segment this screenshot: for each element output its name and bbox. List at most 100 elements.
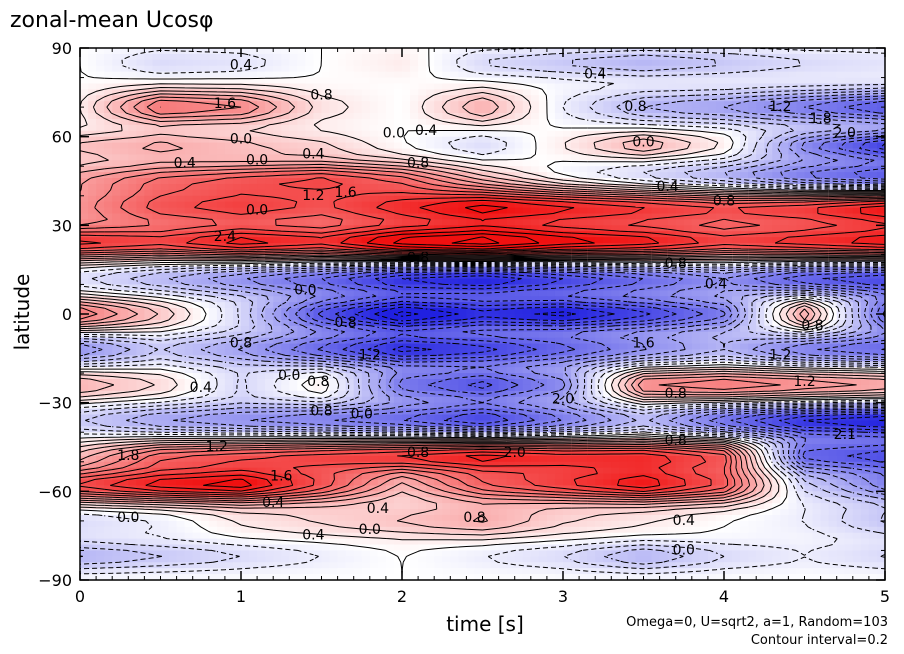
- field-cell: [458, 107, 467, 114]
- field-cell: [353, 118, 363, 126]
- field-cell: [136, 189, 145, 197]
- field-cell: [192, 89, 202, 96]
- field-cell: [88, 272, 97, 280]
- field-cell: [426, 237, 435, 244]
- field-cell: [498, 296, 508, 303]
- field-cell: [216, 319, 226, 327]
- field-cell: [740, 201, 749, 209]
- field-cell: [216, 83, 226, 90]
- field-cell: [611, 130, 620, 138]
- field-cell: [216, 89, 226, 96]
- field-cell: [860, 278, 870, 286]
- field-cell: [627, 248, 637, 256]
- field-cell: [772, 178, 781, 185]
- field-cell: [546, 71, 556, 79]
- field-cell: [289, 53, 298, 61]
- field-cell: [522, 178, 532, 185]
- field-cell: [611, 290, 620, 297]
- field-cell: [128, 272, 137, 280]
- field-cell: [224, 178, 234, 185]
- field-cell: [611, 107, 620, 114]
- field-cell: [80, 172, 89, 179]
- field-cell: [144, 243, 154, 250]
- field-cell: [699, 278, 709, 286]
- field-cell: [232, 319, 242, 327]
- field-cell: [200, 172, 210, 179]
- field-cell: [876, 118, 885, 126]
- field-cell: [643, 160, 653, 167]
- field-cell: [305, 325, 315, 333]
- field-cell: [699, 113, 709, 120]
- field-cell: [305, 118, 315, 126]
- field-cell: [619, 308, 628, 315]
- field-cell: [780, 219, 789, 226]
- field-cell: [168, 113, 178, 120]
- field-cell: [563, 101, 572, 108]
- field-cell: [321, 107, 331, 114]
- field-cell: [249, 71, 258, 79]
- field-cell: [675, 337, 685, 345]
- field-cell: [410, 243, 419, 250]
- field-cell: [659, 278, 669, 286]
- field-cell: [458, 189, 467, 197]
- field-cell: [651, 237, 661, 244]
- field-cell: [546, 201, 556, 209]
- field-cell: [683, 77, 693, 85]
- field-cell: [200, 207, 210, 215]
- field-cell: [804, 219, 814, 226]
- field-cell: [208, 172, 218, 179]
- field-cell: [812, 107, 822, 114]
- field-cell: [418, 308, 427, 315]
- field-cell: [498, 266, 508, 274]
- field-cell: [321, 195, 331, 203]
- field-cell: [820, 278, 830, 286]
- field-cell: [707, 237, 717, 244]
- field-cell: [305, 65, 315, 73]
- field-cell: [313, 148, 323, 155]
- field-cell: [361, 59, 371, 67]
- field-cell: [377, 207, 387, 215]
- field-cell: [361, 207, 371, 215]
- field-cell: [152, 136, 162, 144]
- field-cell: [498, 77, 508, 85]
- field-cell: [313, 59, 323, 67]
- field-cell: [619, 266, 628, 274]
- field-cell: [321, 290, 331, 297]
- field-cell: [88, 266, 97, 274]
- field-cell: [522, 154, 532, 161]
- field-cell: [651, 148, 661, 155]
- field-cell: [434, 101, 443, 108]
- field-cell: [329, 296, 339, 303]
- field-cell: [160, 219, 170, 226]
- field-cell: [852, 225, 862, 232]
- field-cell: [514, 48, 524, 55]
- field-cell: [120, 201, 129, 209]
- field-cell: [297, 207, 306, 215]
- field-cell: [635, 77, 645, 85]
- field-cell: [466, 142, 476, 150]
- field-cell: [571, 160, 580, 167]
- field-cell: [120, 48, 129, 55]
- field-cell: [764, 107, 773, 114]
- field-cell: [627, 207, 637, 215]
- field-cell: [96, 272, 105, 280]
- field-cell: [345, 101, 355, 108]
- field-cell: [772, 319, 781, 327]
- field-cell: [860, 154, 870, 161]
- field-cell: [168, 124, 178, 132]
- field-cell: [305, 107, 315, 114]
- field-cell: [836, 254, 846, 262]
- field-cell: [96, 148, 105, 155]
- field-cell: [337, 178, 347, 185]
- field-cell: [788, 95, 798, 102]
- field-cell: [579, 319, 588, 327]
- field-cell: [482, 178, 492, 185]
- field-cell: [482, 172, 492, 179]
- field-cell: [410, 154, 419, 161]
- field-cell: [361, 71, 371, 79]
- field-cell: [434, 278, 443, 286]
- field-cell: [595, 272, 604, 280]
- field-cell: [748, 59, 757, 67]
- field-cell: [426, 231, 435, 238]
- field-cell: [224, 113, 234, 120]
